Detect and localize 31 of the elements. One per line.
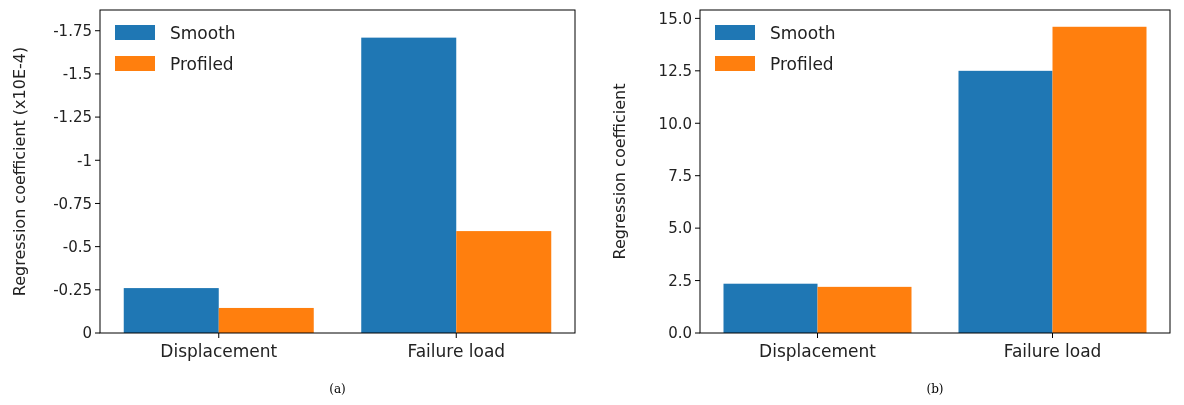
bar bbox=[817, 286, 912, 333]
y-tick-label: -1 bbox=[77, 151, 92, 170]
legend-label: Smooth bbox=[170, 22, 236, 43]
y-tick-label: 15.0 bbox=[658, 9, 692, 28]
legend-label: Profiled bbox=[770, 53, 834, 74]
bar bbox=[1052, 26, 1147, 333]
y-tick-label: -0.75 bbox=[53, 194, 92, 213]
y-tick-label: 5.0 bbox=[668, 219, 692, 238]
legend-label: Profiled bbox=[170, 53, 234, 74]
x-tick-label: Failure load bbox=[1003, 341, 1102, 361]
y-axis-title: Regression coefficient bbox=[610, 83, 629, 260]
y-tick-label: 12.5 bbox=[658, 62, 692, 81]
y-tick-label: -0.25 bbox=[53, 281, 92, 300]
y-tick-label: 7.5 bbox=[668, 166, 692, 185]
y-tick-label: 0 bbox=[82, 324, 92, 343]
text: (a) bbox=[329, 382, 346, 396]
bar bbox=[723, 283, 818, 333]
x-tick-label: Displacement bbox=[759, 341, 877, 361]
y-tick-label: 0.0 bbox=[668, 324, 692, 343]
y-axis-title: Regression coefficient (x10E-4) bbox=[10, 46, 29, 297]
legend-label: Smooth bbox=[770, 22, 836, 43]
x-tick-label: Failure load bbox=[407, 341, 506, 361]
y-tick-label: -1.25 bbox=[53, 108, 92, 127]
y-tick-label: -1.75 bbox=[53, 21, 92, 40]
y-tick-label: 2.5 bbox=[668, 271, 692, 290]
x-tick-label: Displacement bbox=[160, 341, 278, 361]
y-tick-label: -1.5 bbox=[62, 65, 92, 84]
text: (b) bbox=[926, 382, 944, 396]
y-tick-label: 10.0 bbox=[658, 114, 692, 133]
bar bbox=[958, 70, 1053, 333]
y-tick-label: -0.5 bbox=[62, 237, 92, 256]
